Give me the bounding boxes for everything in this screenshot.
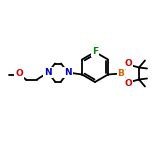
Text: O: O [124,79,132,88]
Text: N: N [44,68,52,77]
Text: F: F [92,47,98,56]
Text: O: O [15,69,23,78]
Text: B: B [117,69,124,78]
Text: O: O [124,59,132,68]
Text: N: N [64,68,72,77]
